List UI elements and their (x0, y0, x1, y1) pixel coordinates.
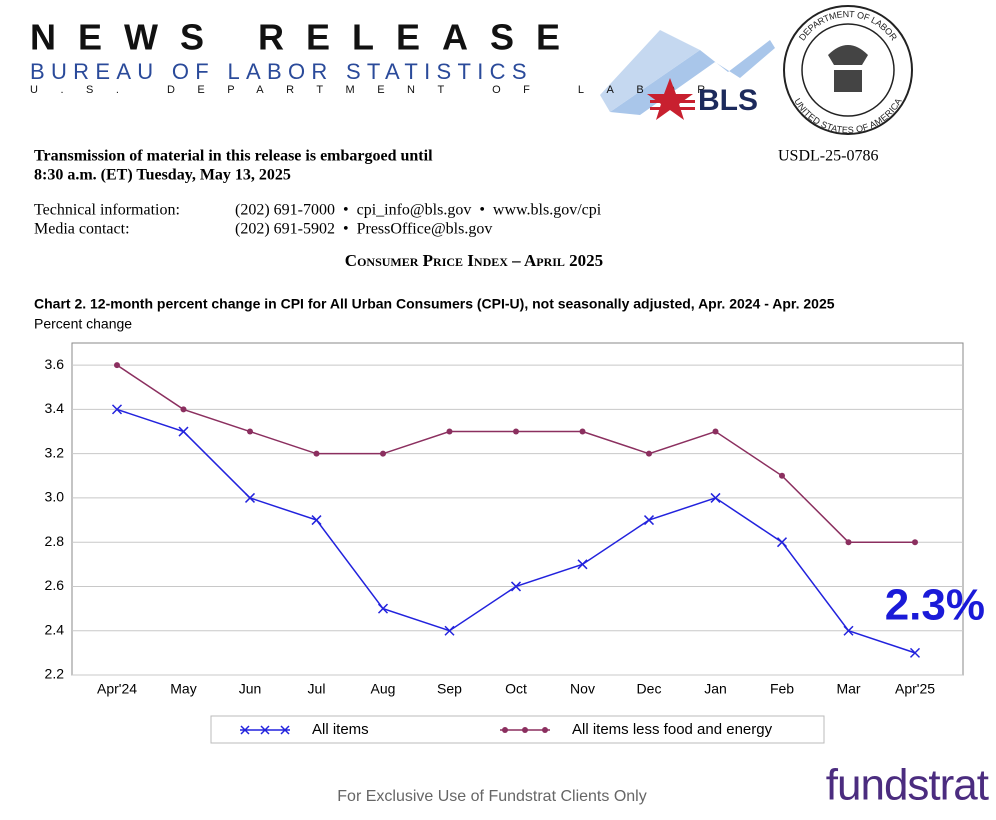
embargo-line: Transmission of material in this release… (34, 148, 433, 165)
point-marker (446, 428, 453, 435)
agency-name: BUREAU OF LABOR STATISTICS (30, 59, 533, 84)
x-marker (510, 581, 522, 592)
x-marker (311, 515, 322, 526)
point-marker (646, 450, 652, 457)
logo-stripe (650, 107, 695, 110)
chart-title: Chart 2. 12-month percent change in CPI … (34, 296, 835, 312)
y-tick-label: 3.4 (45, 400, 65, 416)
x-tick-label: Oct (505, 681, 527, 697)
series-line (116, 408, 916, 654)
contact-label: Technical information: (34, 202, 180, 219)
point-marker (912, 539, 918, 546)
annotation: 2.3% (885, 580, 985, 629)
x-marker (843, 625, 854, 636)
point-marker (845, 539, 852, 546)
bls-logo: BLS (647, 78, 758, 120)
y-tick-label: 2.8 (45, 533, 65, 549)
seal-ring (801, 23, 895, 117)
legend-label: All items less food and energy (572, 721, 773, 738)
x-tick-label: Apr'25 (895, 681, 935, 697)
y-tick-label: 2.6 (45, 577, 65, 593)
footer-notice: For Exclusive Use of Fundstrat Clients O… (337, 788, 646, 805)
point-marker (380, 450, 386, 457)
point-marker (513, 428, 519, 435)
x-marker (776, 537, 788, 548)
plot-frame (71, 342, 964, 676)
x-tick-label: Sep (437, 681, 462, 697)
point-marker (247, 428, 253, 435)
x-tick-label: Apr'24 (97, 681, 137, 697)
release-title: NEWS RELEASE (30, 17, 582, 58)
x-tick-label: Mar (836, 681, 860, 697)
y-tick-label: 2.2 (45, 666, 65, 682)
x-marker (444, 625, 455, 636)
y-tick-label: 3.6 (45, 356, 65, 372)
y-tick-label: 3.2 (45, 444, 65, 460)
x-marker (111, 404, 123, 415)
x-marker (710, 492, 721, 503)
brand-logo: fundstrat (826, 761, 989, 810)
seal: DEPARTMENT OF LABOR UNITED STATES OF AME… (783, 5, 913, 135)
point-marker (180, 406, 187, 413)
x-tick-label: Aug (371, 681, 396, 697)
contact-label: Media contact: (34, 221, 130, 238)
logo-star (647, 78, 693, 120)
x-marker (643, 515, 655, 526)
release-id: USDL-25-0786 (778, 148, 878, 165)
logo-text: BLS (698, 84, 758, 117)
embargo-line: 8:30 a.m. (ET) Tuesday, May 13, 2025 (34, 167, 291, 184)
contact-detail: (202) 691-7000 • cpi_info@bls.gov • www.… (235, 202, 602, 219)
legend-marker (502, 727, 508, 733)
logo-stripe (650, 100, 695, 103)
release-subject: Consumer Price Index – April 2025 (345, 251, 603, 270)
x-tick-label: Feb (770, 681, 794, 697)
legend-label: All items (312, 721, 369, 738)
legend-marker (260, 725, 270, 735)
legend-marker (522, 727, 528, 733)
arrow-graphic (600, 30, 700, 112)
x-tick-label: Jul (308, 681, 326, 697)
x-marker (577, 559, 588, 570)
seal-emblem (828, 45, 868, 92)
legend-marker (542, 727, 548, 733)
x-tick-label: May (170, 681, 196, 697)
x-tick-label: Jun (239, 681, 262, 697)
x-marker (178, 426, 189, 437)
x-tick-label: Jan (704, 681, 727, 697)
point-marker (579, 428, 586, 435)
legend-marker (280, 725, 290, 735)
y-tick-label: 2.4 (45, 621, 65, 637)
chart: Chart 2. 12-month percent change in CPI … (34, 296, 985, 744)
x-marker (244, 492, 256, 503)
legend-marker (240, 725, 250, 735)
y-tick-label: 3.0 (45, 489, 65, 505)
point-marker (712, 428, 719, 435)
point-marker (779, 472, 785, 479)
x-tick-label: Nov (570, 681, 595, 697)
x-marker (377, 603, 389, 614)
y-axis-label: Percent change (34, 316, 132, 332)
department-name: U.S. DEPARTMENT OF LABOR (30, 84, 728, 96)
x-tick-label: Dec (637, 681, 662, 697)
point-marker (114, 362, 120, 369)
point-marker (313, 450, 320, 457)
contact-detail: (202) 691-5902 • PressOffice@bls.gov (235, 221, 492, 238)
x-marker (909, 647, 921, 658)
